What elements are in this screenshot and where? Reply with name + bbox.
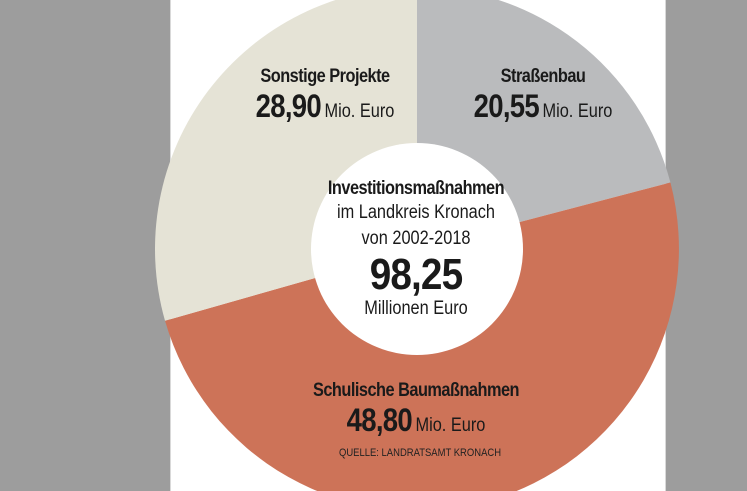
center-title: Investitionsmaßnahmen [327, 178, 505, 199]
slice-value: 20,55 [473, 88, 540, 124]
source-note: QUELLE: LANDRATSAMT KRONACH [338, 447, 502, 459]
center-total-value: 98,25 [369, 250, 463, 299]
slice-unit: Mio. Euro [542, 101, 613, 122]
left-gray-margin [0, 0, 170, 491]
center-summary: Investitionsmaßnahmen im Landkreis Krona… [291, 178, 541, 320]
slice-unit: Mio. Euro [415, 415, 486, 436]
slice-name: Sonstige Projekte [260, 66, 390, 87]
center-subtitle-period: von 2002-2018 [361, 228, 471, 249]
slice-value: 48,80 [346, 402, 413, 438]
slice-value: 28,90 [255, 88, 322, 124]
label-schulische-baumassnahmen: Schulische Baumaßnahmen 48,80 Mio. Euro [266, 380, 566, 439]
center-hole [311, 143, 523, 355]
right-gray-margin [666, 0, 747, 491]
center-subtitle-region: im Landkreis Kronach [336, 202, 496, 223]
slice-unit: Mio. Euro [324, 101, 395, 122]
slice-name: Schulische Baumaßnahmen [312, 380, 520, 401]
center-total-unit: Millionen Euro [364, 298, 468, 319]
label-strassenbau: Straßenbau 20,55 Mio. Euro [418, 66, 668, 125]
label-sonstige-projekte: Sonstige Projekte 28,90 Mio. Euro [200, 66, 450, 125]
slice-name: Straßenbau [500, 66, 586, 87]
